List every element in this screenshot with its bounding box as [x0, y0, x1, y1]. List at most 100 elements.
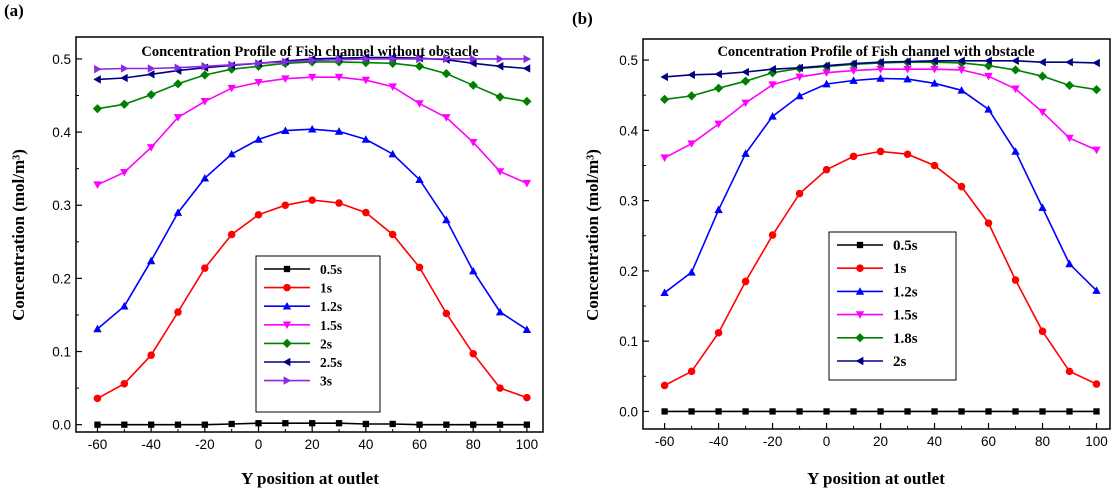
data-point: [255, 59, 263, 68]
data-point: [849, 152, 858, 161]
data-point: [253, 61, 264, 71]
y-tick-label: 0.5: [619, 53, 638, 68]
data-point: [416, 421, 423, 428]
legend-label: 0.5s: [320, 262, 342, 277]
data-point: [659, 94, 670, 105]
data-point: [714, 69, 722, 79]
legend-marker: [855, 333, 865, 343]
data-point: [1010, 65, 1021, 75]
x-tick-label: -20: [763, 434, 783, 449]
data-point: [443, 421, 450, 428]
data-point: [795, 63, 803, 73]
data-point: [1038, 327, 1047, 336]
data-point: [1038, 57, 1046, 67]
panel-b-label: (b): [572, 9, 593, 28]
legend-marker: [283, 265, 291, 273]
panel-a-label: (a): [4, 1, 24, 20]
panel-a-legend: 0.5s 1s 1.2s 1.5s 2s 2.5s 3s: [255, 255, 381, 413]
data-point: [687, 140, 696, 148]
data-point: [767, 68, 778, 78]
data-point: [201, 264, 209, 272]
legend-label: 2s: [893, 354, 907, 370]
panel-a-ticks: -60 -40 -20 0 20 40 60 80 100 0.0 0.1 0.2 0.3 0.4 0.5: [52, 52, 538, 452]
x-tick-label: -40: [709, 434, 729, 449]
data-point: [174, 421, 182, 428]
legend-item: 1s: [264, 281, 332, 296]
data-point: [768, 112, 777, 120]
data-point: [1064, 80, 1075, 90]
data-point: [876, 65, 885, 74]
data-point: [984, 219, 993, 227]
data-point: [1039, 408, 1046, 415]
data-point: [227, 149, 236, 158]
data-point: [522, 325, 532, 333]
data-point: [388, 230, 397, 239]
data-point: [119, 99, 129, 109]
data-point: [795, 189, 804, 198]
data-point: [281, 57, 290, 67]
data-point: [146, 144, 156, 152]
data-point: [660, 154, 669, 162]
legend-label: 1s: [893, 261, 907, 277]
data-point: [1092, 380, 1101, 388]
data-point: [523, 393, 531, 402]
data-point: [931, 408, 938, 415]
x-tick-label: 60: [412, 437, 427, 452]
data-point: [1012, 408, 1019, 415]
data-point: [957, 182, 966, 191]
legend-box: [828, 231, 957, 381]
data-point: [146, 90, 156, 100]
data-point: [687, 70, 695, 80]
data-point: [1091, 84, 1102, 95]
data-point: [389, 420, 396, 428]
x-tick-label: -60: [655, 434, 675, 449]
legend-item: 1s: [837, 261, 907, 277]
data-point: [442, 114, 451, 122]
legend-marker: [856, 241, 864, 249]
data-point: [120, 379, 129, 388]
data-point: [388, 83, 397, 91]
series-line: [664, 68, 1097, 159]
data-point: [496, 384, 504, 392]
data-point: [740, 76, 751, 86]
series-1.2s: [93, 124, 532, 333]
data-point: [335, 420, 343, 427]
data-point: [93, 75, 101, 84]
y-tick-label: 0.2: [619, 264, 638, 279]
data-point: [388, 58, 398, 68]
data-point: [443, 54, 451, 64]
data-point: [1011, 147, 1020, 155]
data-point: [984, 56, 992, 65]
panel-b-x-axis-label: Y position at outlet: [807, 469, 945, 488]
data-point: [876, 147, 885, 156]
data-point: [741, 99, 750, 108]
data-point: [660, 288, 669, 297]
legend-marker: [282, 338, 292, 349]
data-point: [1093, 408, 1100, 415]
legend-label: 1.8s: [893, 331, 918, 347]
data-point: [335, 199, 343, 207]
data-point: [307, 124, 317, 133]
data-point: [93, 324, 102, 333]
data-point: [495, 62, 504, 71]
panel-a: (a) Concentration Profile of Fish channe…: [4, 1, 544, 488]
x-tick-label: -20: [195, 437, 215, 452]
data-point: [660, 72, 668, 82]
data-point: [254, 135, 263, 143]
data-point: [876, 57, 884, 67]
data-point: [308, 196, 316, 204]
data-point: [849, 76, 858, 84]
legend-marker: [855, 311, 865, 319]
legend-label: 1.5s: [320, 318, 342, 333]
x-tick-label: 80: [1035, 434, 1050, 449]
data-point: [661, 408, 668, 415]
data-point: [660, 381, 669, 390]
panel-a-y-axis-label: Concentration (mol/m³): [9, 149, 28, 321]
data-point: [1066, 408, 1073, 415]
data-point: [957, 56, 965, 65]
legend-item: 3s: [264, 374, 332, 389]
data-point: [335, 55, 344, 64]
panel-b-ticks: -60 -40 -20 0 20 40 60 80 100 0.0 0.1 0.2 0.3 0.4 0.5: [619, 53, 1108, 449]
data-point: [985, 408, 992, 415]
data-point: [254, 78, 263, 87]
